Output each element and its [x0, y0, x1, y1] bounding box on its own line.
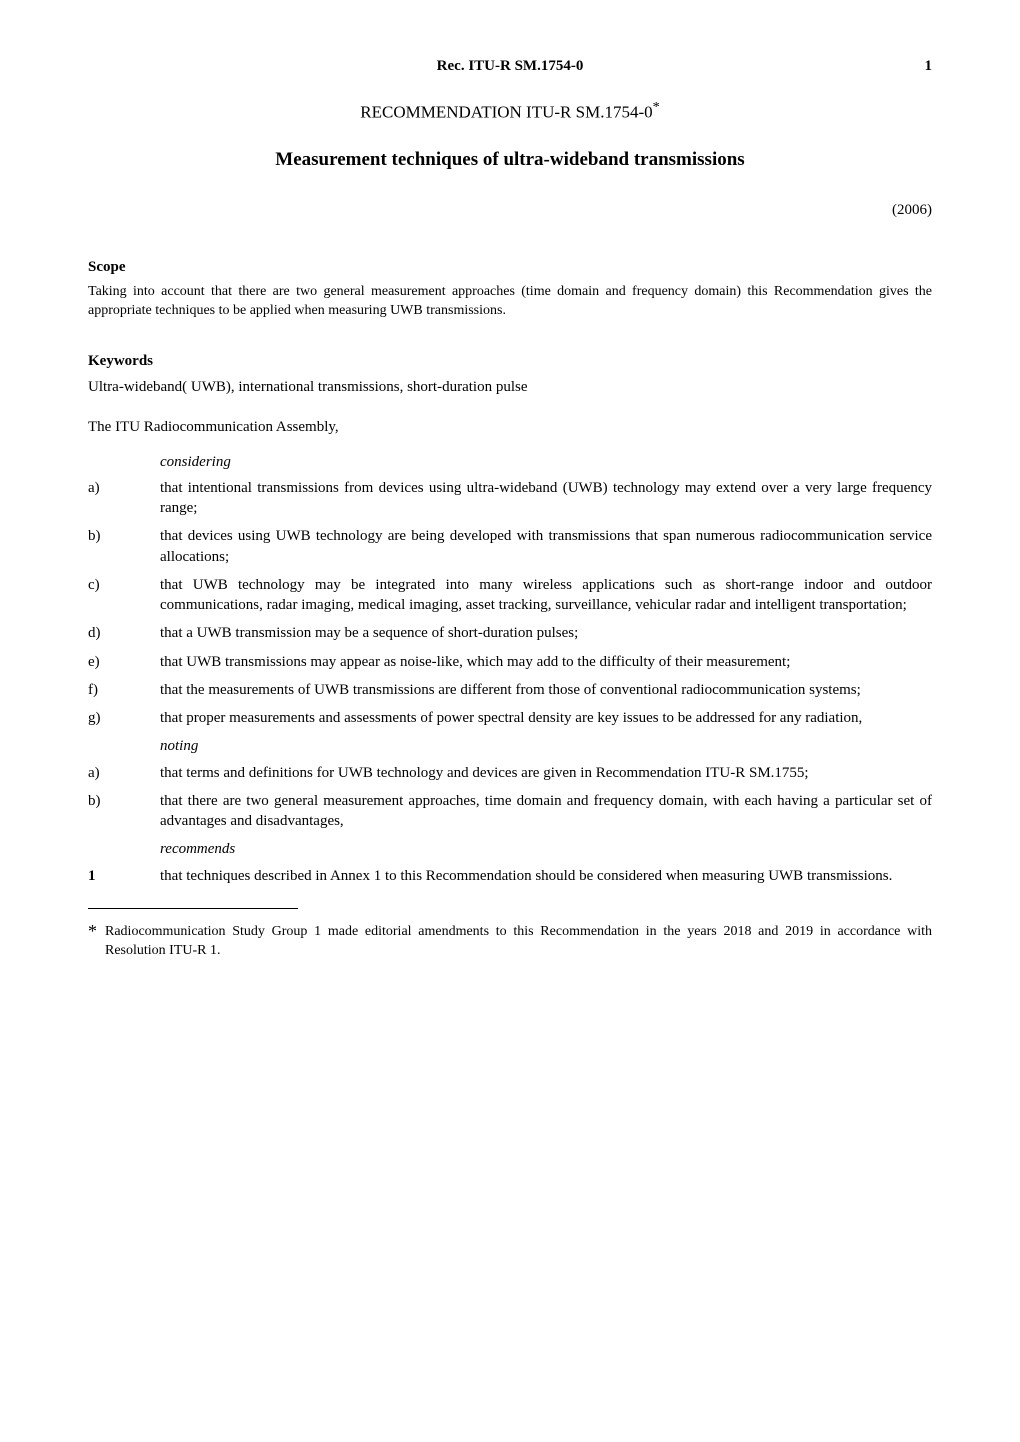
- item-key: f): [88, 680, 160, 700]
- considering-item-c: c)that UWB technology may be integrated …: [88, 575, 932, 616]
- assembly-line: The ITU Radiocommunication Assembly,: [88, 417, 932, 437]
- header-spacer: [88, 56, 118, 76]
- footnote: * Radiocommunication Study Group 1 made …: [88, 923, 932, 961]
- keywords-heading: Keywords: [88, 351, 932, 371]
- item-body: that there are two general measurement a…: [160, 791, 932, 832]
- main-title: Measurement techniques of ultra-wideband…: [88, 147, 932, 173]
- page-number: 1: [902, 56, 932, 76]
- footnote-rule: [88, 908, 298, 909]
- recommendation-title: RECOMMENDATION ITU-R SM.1754-0*: [88, 98, 932, 125]
- item-key: g): [88, 708, 160, 728]
- considering-item-d: d)that a UWB transmission may be a seque…: [88, 623, 932, 643]
- item-body: that UWB transmissions may appear as noi…: [160, 652, 932, 672]
- item-body: that terms and definitions for UWB techn…: [160, 763, 932, 783]
- considering-item-b: b)that devices using UWB technology are …: [88, 526, 932, 567]
- item-body: that proper measurements and assessments…: [160, 708, 932, 728]
- item-body: that techniques described in Annex 1 to …: [160, 866, 932, 886]
- considering-item-f: f)that the measurements of UWB transmiss…: [88, 680, 932, 700]
- considering-item-g: g)that proper measurements and assessmen…: [88, 708, 932, 728]
- item-key: e): [88, 652, 160, 672]
- considering-item-a: a)that intentional transmissions from de…: [88, 478, 932, 519]
- noting-label: noting: [160, 736, 932, 756]
- keywords-body: Ultra-wideband( UWB), international tran…: [88, 377, 932, 397]
- doc-reference: Rec. ITU-R SM.1754-0: [118, 56, 902, 76]
- noting-item-b: b)that there are two general measurement…: [88, 791, 932, 832]
- title-footnote-marker: *: [653, 99, 660, 115]
- item-key: 1: [88, 866, 160, 886]
- item-key: d): [88, 623, 160, 643]
- noting-item-a: a)that terms and definitions for UWB tec…: [88, 763, 932, 783]
- item-key: c): [88, 575, 160, 616]
- page-header: Rec. ITU-R SM.1754-0 1: [88, 56, 932, 76]
- footnote-marker: *: [88, 923, 97, 961]
- considering-label: considering: [160, 452, 932, 472]
- item-body: that a UWB transmission may be a sequenc…: [160, 623, 932, 643]
- item-body: that the measurements of UWB transmissio…: [160, 680, 932, 700]
- item-body: that intentional transmissions from devi…: [160, 478, 932, 519]
- scope-heading: Scope: [88, 257, 932, 277]
- footnote-text: Radiocommunication Study Group 1 made ed…: [105, 923, 932, 961]
- year: (2006): [88, 200, 932, 220]
- item-key: b): [88, 791, 160, 832]
- scope-body: Taking into account that there are two g…: [88, 283, 932, 321]
- recommends-item-1: 1that techniques described in Annex 1 to…: [88, 866, 932, 886]
- item-body: that devices using UWB technology are be…: [160, 526, 932, 567]
- item-key: a): [88, 478, 160, 519]
- item-key: b): [88, 526, 160, 567]
- recommends-label: recommends: [160, 839, 932, 859]
- considering-item-e: e)that UWB transmissions may appear as n…: [88, 652, 932, 672]
- recommendation-title-text: RECOMMENDATION ITU-R SM.1754-0: [360, 103, 652, 122]
- item-body: that UWB technology may be integrated in…: [160, 575, 932, 616]
- item-key: a): [88, 763, 160, 783]
